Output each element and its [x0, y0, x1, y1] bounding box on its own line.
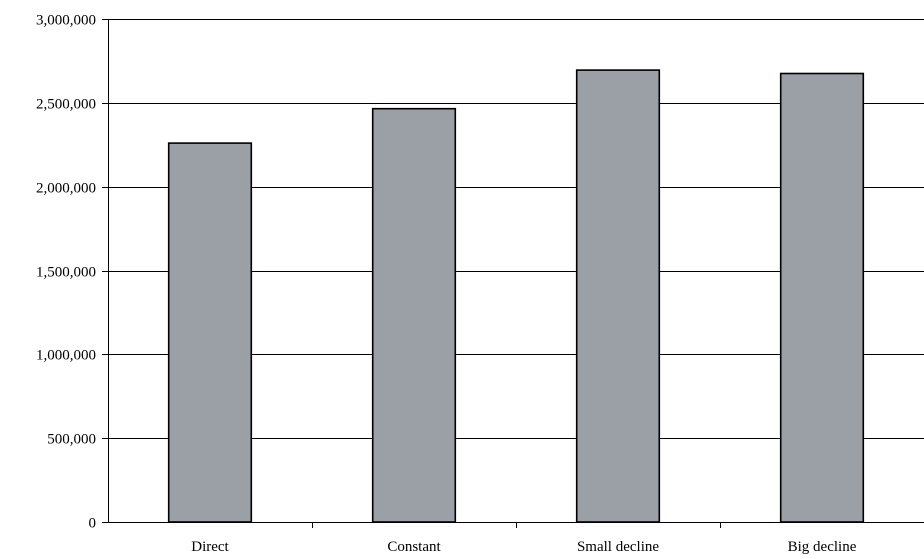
- y-tick-label: 1,000,000: [36, 348, 96, 364]
- y-tick-label: 1,500,000: [36, 265, 96, 281]
- bar-direct: [167, 142, 253, 523]
- x-tick-label: Small decline: [577, 539, 659, 555]
- x-tick-label: Direct: [191, 539, 229, 555]
- bar-big-decline: [779, 72, 865, 523]
- x-tick-labels: Direct Constant Small decline Big decline: [191, 539, 856, 555]
- bars: [167, 69, 865, 523]
- y-tick-label: 0: [89, 516, 97, 532]
- y-tick-label: 2,000,000: [36, 181, 96, 197]
- y-tick-label: 2,500,000: [36, 97, 96, 113]
- y-tick-label: 3,000,000: [36, 13, 96, 29]
- y-tick-label: 500,000: [47, 432, 96, 448]
- y-tick-labels: 0 500,000 1,000,000 1,500,000 2,000,000 2,500…: [36, 13, 96, 532]
- bar-small-decline: [575, 69, 661, 523]
- axes: [102, 19, 924, 528]
- bar-constant: [371, 107, 457, 523]
- x-tick-label: Constant: [387, 539, 441, 555]
- x-tick-label: Big decline: [788, 539, 857, 555]
